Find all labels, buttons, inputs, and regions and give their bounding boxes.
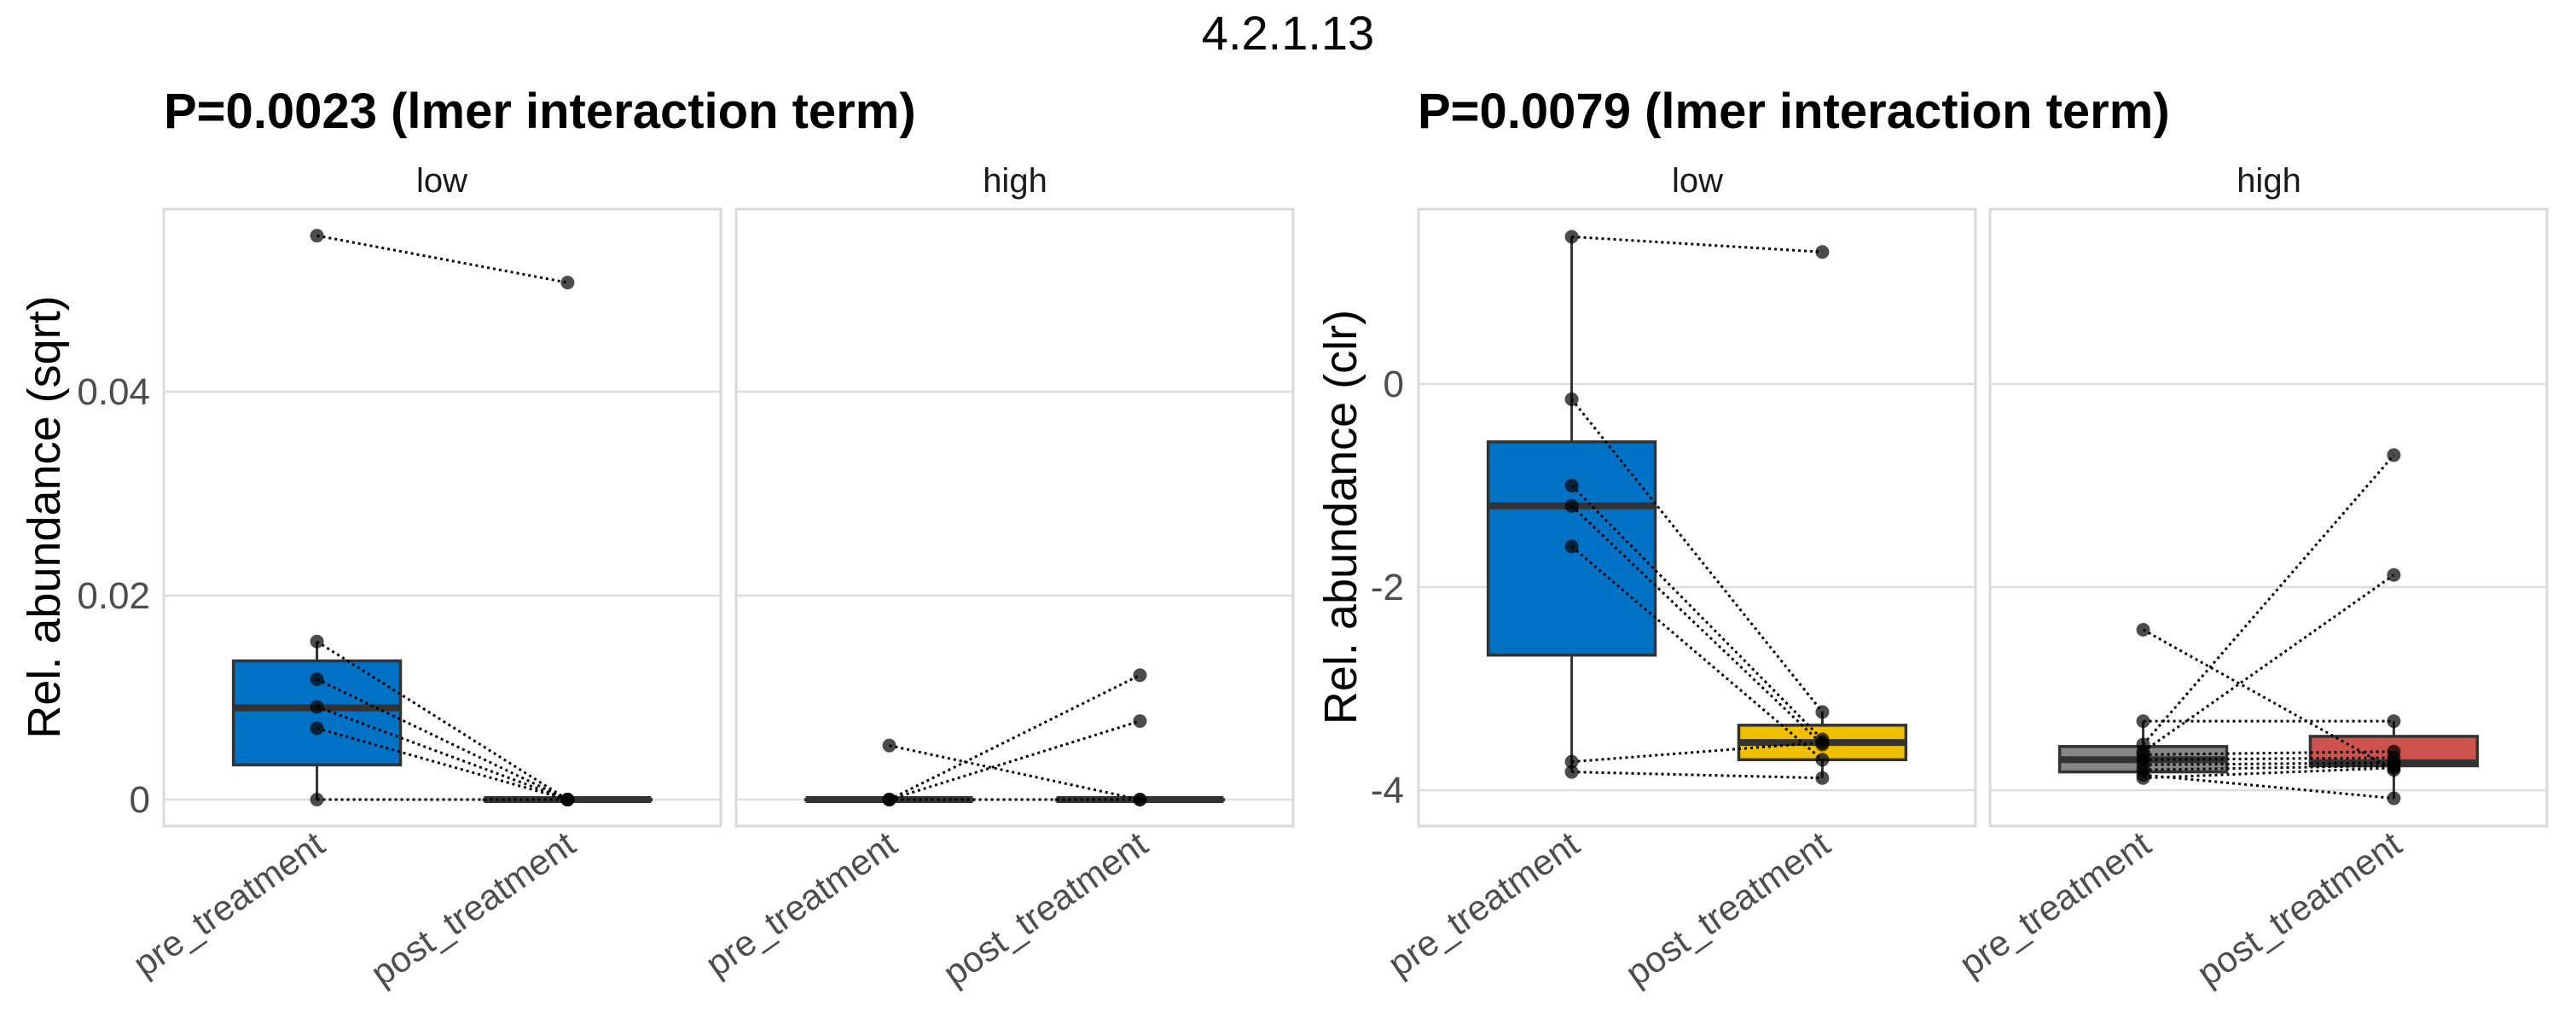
data-point-pre	[1564, 754, 1579, 769]
x-tick-label: pre_treatment	[1381, 823, 1587, 985]
y-ticks-right: -4 -2 0	[1371, 364, 1404, 812]
panels-right	[1417, 207, 2549, 828]
data-point-pre	[1564, 498, 1579, 513]
panel-border	[1988, 207, 2549, 828]
data-point-pre	[310, 700, 324, 714]
y-tick-label: -2	[1371, 567, 1404, 608]
pair-line	[316, 640, 569, 801]
panel-border	[734, 207, 1295, 828]
plot-left: P=0.0023 (lmer interaction term) Rel. ab…	[19, 84, 1295, 993]
pair-line	[2142, 454, 2395, 746]
plot-title-right: P=0.0079 (lmer interaction term)	[1418, 84, 2170, 139]
pair-line	[889, 719, 1140, 801]
data-point-pre	[1564, 479, 1579, 492]
x-tick-label: pre_treatment	[1952, 823, 2158, 985]
data-point-post	[1133, 668, 1147, 683]
pair-line	[889, 744, 1140, 801]
facet-panel-low	[162, 207, 722, 828]
facet-panel-low	[1417, 207, 1977, 828]
data-point-pre	[310, 721, 324, 736]
strip-label-high: high	[2237, 162, 2301, 200]
strip-label-high: high	[983, 162, 1047, 200]
data-point-pre	[1564, 230, 1579, 244]
x-ticks-left: pre_treatment post_treatment pre_treatme…	[126, 823, 1155, 993]
data-point-post	[560, 276, 575, 290]
data-point-pre	[1564, 765, 1579, 779]
pair-line	[2143, 773, 2394, 800]
pair-line	[1571, 741, 1823, 764]
data-point-pre	[1564, 539, 1579, 554]
plot-right: P=0.0079 (lmer interaction term) Rel. ab…	[1315, 84, 2549, 993]
pair-line	[1570, 504, 1824, 746]
data-point-post	[1815, 705, 1830, 719]
data-point-post	[560, 793, 575, 806]
pair-line	[1570, 545, 1824, 761]
data-point-post	[1815, 753, 1830, 767]
y-tick-label: 0	[1384, 364, 1404, 405]
y-tick-label: 0	[130, 779, 150, 821]
facet-panel-high	[734, 207, 1295, 828]
pair-line	[316, 678, 569, 801]
y-axis-label-right: Rel. abundance (clr)	[1315, 310, 1366, 724]
strip-label-low: low	[1672, 162, 1723, 200]
data-point-pre	[2136, 714, 2150, 729]
data-point-pre	[310, 793, 324, 806]
data-point-pre	[2136, 771, 2150, 785]
y-tick-label: 0.04	[77, 371, 150, 413]
pair-line	[1571, 235, 1823, 253]
pair-line	[316, 705, 568, 801]
data-point-post	[1815, 771, 1830, 785]
data-point-post	[2387, 448, 2401, 463]
panels-left	[162, 207, 1295, 828]
x-tick-label: post_treatment	[1618, 823, 1837, 993]
y-axis-label-left: Rel. abundance (sqrt)	[19, 295, 70, 738]
strip-label-low: low	[416, 162, 467, 200]
data-point-post	[2387, 791, 2401, 806]
data-point-post	[2387, 714, 2401, 729]
data-point-post	[1815, 245, 1830, 259]
pair-line	[316, 726, 568, 801]
data-point-pre	[310, 672, 324, 686]
x-ticks-right: pre_treatment post_treatment pre_treatme…	[1381, 823, 2409, 993]
plot-title-left: P=0.0023 (lmer interaction term)	[164, 84, 916, 139]
x-tick-label: pre_treatment	[699, 823, 904, 985]
data-point-pre	[882, 793, 896, 806]
facet-panel-high	[1988, 207, 2549, 828]
x-tick-label: pre_treatment	[126, 823, 332, 985]
pair-line	[888, 673, 1141, 801]
data-point-pre	[1564, 392, 1579, 406]
data-point-pre	[310, 634, 324, 649]
data-point-post	[2387, 567, 2401, 582]
pair-line	[2142, 628, 2395, 771]
y-ticks-left: 0 0.02 0.04	[77, 371, 150, 821]
x-tick-label: post_treatment	[363, 823, 583, 993]
data-point-post	[1133, 713, 1147, 728]
y-tick-label: -4	[1371, 770, 1404, 812]
main-title: 4.2.1.13	[1202, 6, 1374, 60]
data-point-post	[1815, 736, 1830, 750]
data-point-post	[1133, 793, 1147, 806]
pair-line	[1570, 398, 1824, 713]
data-point-pre	[310, 229, 324, 243]
pair-line	[316, 234, 568, 284]
pair-line	[2143, 766, 2394, 780]
x-tick-label: post_treatment	[936, 823, 1155, 993]
x-tick-label: post_treatment	[2190, 823, 2409, 993]
data-point-pre	[882, 738, 896, 753]
y-tick-label: 0.02	[77, 575, 150, 617]
data-point-post	[2387, 760, 2401, 775]
data-point-pre	[2136, 622, 2150, 637]
